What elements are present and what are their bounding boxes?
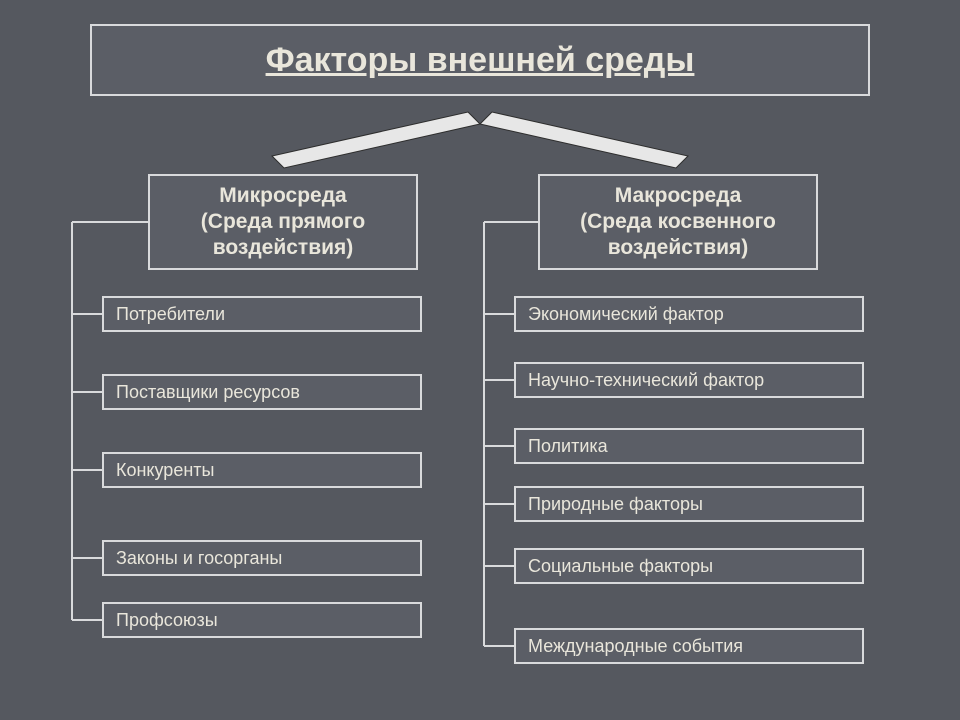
- title-text: Факторы внешней среды: [266, 41, 695, 80]
- macro-item-label: Научно-технический фактор: [528, 370, 764, 391]
- micro-item-label: Профсоюзы: [116, 610, 218, 631]
- micro-item: Профсоюзы: [102, 602, 422, 638]
- micro-header-line2: (Среда прямого: [201, 209, 365, 235]
- micro-item: Поставщики ресурсов: [102, 374, 422, 410]
- macro-item-label: Политика: [528, 436, 608, 457]
- micro-item: Конкуренты: [102, 452, 422, 488]
- macro-header-line2: (Среда косвенного: [580, 209, 776, 235]
- macro-item-label: Экономический фактор: [528, 304, 724, 325]
- micro-item-label: Законы и госорганы: [116, 548, 282, 569]
- macro-header: Макросреда (Среда косвенного воздействия…: [538, 174, 818, 270]
- micro-item-label: Поставщики ресурсов: [116, 382, 300, 403]
- macro-item: Международные события: [514, 628, 864, 664]
- macro-header-line1: Макросреда: [615, 183, 742, 209]
- macro-item: Природные факторы: [514, 486, 864, 522]
- macro-header-line3: воздействия): [608, 235, 749, 261]
- micro-item: Потребители: [102, 296, 422, 332]
- micro-item-label: Конкуренты: [116, 460, 214, 481]
- macro-item: Экономический фактор: [514, 296, 864, 332]
- macro-item-label: Международные события: [528, 636, 743, 657]
- macro-item: Политика: [514, 428, 864, 464]
- micro-header: Микросреда (Среда прямого воздействия): [148, 174, 418, 270]
- macro-item: Научно-технический фактор: [514, 362, 864, 398]
- micro-item-label: Потребители: [116, 304, 225, 325]
- micro-header-line3: воздействия): [213, 235, 354, 261]
- macro-item-label: Природные факторы: [528, 494, 703, 515]
- micro-header-line1: Микросреда: [219, 183, 347, 209]
- macro-item: Социальные факторы: [514, 548, 864, 584]
- micro-item: Законы и госорганы: [102, 540, 422, 576]
- title-box: Факторы внешней среды: [90, 24, 870, 96]
- macro-item-label: Социальные факторы: [528, 556, 713, 577]
